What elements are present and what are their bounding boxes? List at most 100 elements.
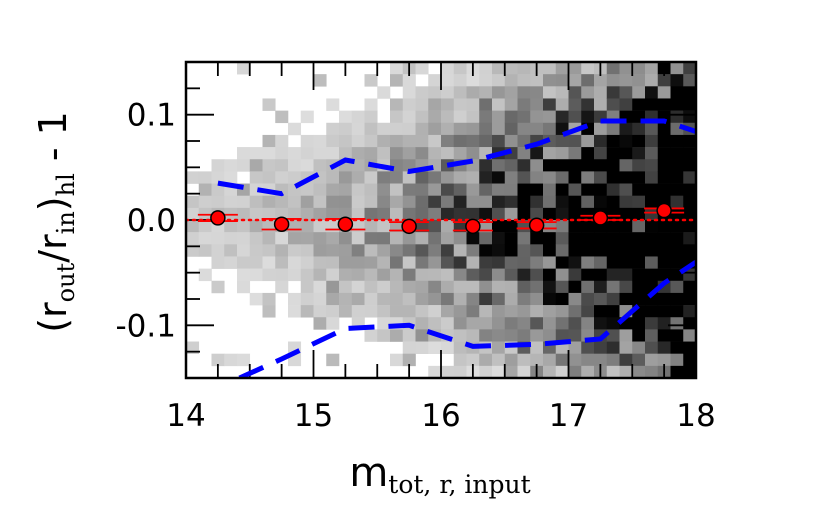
density-cell bbox=[517, 232, 531, 245]
tick-labels: 14 15 16 17 18 -0.1 0.0 0.1 bbox=[116, 98, 716, 434]
density-cell bbox=[262, 268, 276, 282]
density-cell bbox=[453, 195, 467, 209]
density-cell bbox=[415, 110, 429, 124]
density-cell bbox=[543, 365, 557, 378]
density-cell bbox=[453, 207, 467, 221]
density-cell bbox=[453, 183, 467, 196]
density-cell bbox=[606, 74, 620, 87]
density-cell bbox=[275, 171, 289, 184]
density-cell bbox=[377, 280, 391, 294]
density-cell bbox=[504, 62, 518, 75]
density-cell bbox=[504, 159, 518, 172]
density-cell bbox=[415, 268, 429, 282]
median-point bbox=[337, 216, 354, 232]
density-cell bbox=[428, 122, 442, 136]
density-cell bbox=[466, 305, 480, 318]
density-cell bbox=[517, 292, 531, 306]
density-cell bbox=[632, 232, 646, 245]
density-cell bbox=[645, 74, 659, 87]
median-point bbox=[592, 210, 609, 226]
density-cell bbox=[402, 329, 416, 342]
density-cell bbox=[657, 171, 671, 184]
density-cell bbox=[249, 220, 263, 233]
density-cell bbox=[543, 74, 557, 87]
density-cell bbox=[466, 232, 480, 245]
density-cell bbox=[364, 256, 378, 269]
density-cell bbox=[326, 134, 340, 148]
density-cell bbox=[530, 183, 544, 196]
density-cell bbox=[364, 305, 378, 318]
density-cell bbox=[300, 147, 314, 160]
density-cell bbox=[351, 280, 365, 294]
density-cell bbox=[453, 86, 467, 99]
density-cell bbox=[479, 134, 493, 148]
density-cell bbox=[568, 171, 582, 184]
density-cell bbox=[670, 220, 684, 233]
density-cell bbox=[492, 171, 506, 184]
density-cell bbox=[543, 292, 557, 306]
density-cell bbox=[428, 305, 442, 318]
density-cell bbox=[402, 86, 416, 99]
density-cell bbox=[619, 98, 633, 111]
density-cell bbox=[492, 268, 506, 282]
density-cell bbox=[517, 268, 531, 282]
density-cell bbox=[555, 244, 569, 257]
density-cell bbox=[504, 353, 518, 367]
density-cell bbox=[543, 280, 557, 294]
density-cell bbox=[555, 207, 569, 221]
density-cell bbox=[326, 183, 340, 196]
density-cell bbox=[441, 207, 455, 221]
density-cell bbox=[619, 341, 633, 354]
density-cell bbox=[441, 122, 455, 136]
density-cell bbox=[428, 317, 442, 330]
density-cell bbox=[313, 244, 327, 257]
density-cell bbox=[683, 268, 696, 282]
density-cell bbox=[428, 365, 442, 378]
density-cell bbox=[594, 159, 608, 172]
density-cell bbox=[568, 110, 582, 124]
density-cell bbox=[479, 317, 493, 330]
density-cell bbox=[568, 134, 582, 148]
density-cell bbox=[645, 159, 659, 172]
density-cell bbox=[453, 122, 467, 136]
density-cell bbox=[543, 232, 557, 245]
density-cell bbox=[543, 244, 557, 257]
density-cell bbox=[415, 98, 429, 111]
density-cell bbox=[466, 280, 480, 294]
median-point bbox=[656, 202, 672, 219]
density-cell bbox=[657, 134, 671, 148]
density-cell bbox=[657, 183, 671, 196]
density-cell bbox=[530, 268, 544, 282]
density-cell bbox=[492, 365, 506, 378]
density-cell bbox=[632, 86, 646, 99]
density-cell bbox=[441, 110, 455, 124]
density-cell bbox=[262, 98, 276, 111]
density-cell bbox=[555, 232, 569, 245]
density-cell bbox=[390, 195, 404, 209]
density-cell bbox=[543, 256, 557, 269]
density-cell bbox=[530, 353, 544, 367]
density-cell bbox=[581, 86, 595, 99]
density-cell bbox=[326, 280, 340, 294]
density-cell bbox=[581, 268, 595, 282]
density-cell bbox=[428, 341, 442, 354]
density-cell bbox=[619, 74, 633, 87]
density-cell bbox=[364, 98, 378, 111]
density-cell bbox=[492, 220, 506, 233]
density-cell bbox=[606, 329, 620, 342]
density-cell bbox=[402, 74, 416, 87]
density-cell bbox=[288, 244, 302, 257]
density-cell bbox=[683, 280, 696, 294]
density-cell bbox=[492, 353, 506, 367]
density-cell bbox=[288, 292, 302, 306]
density-cell bbox=[428, 98, 442, 111]
density-cell bbox=[555, 195, 569, 209]
density-cell bbox=[402, 280, 416, 294]
density-cell bbox=[326, 268, 340, 282]
density-cell bbox=[364, 110, 378, 124]
density-cell bbox=[492, 280, 506, 294]
density-cell bbox=[645, 244, 659, 257]
density-cell bbox=[594, 280, 608, 294]
density-cell bbox=[402, 134, 416, 148]
density-cell bbox=[581, 159, 595, 172]
